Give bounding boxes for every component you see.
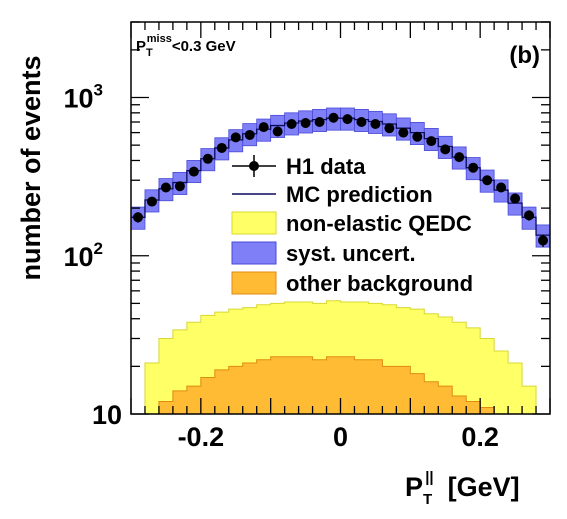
panel-label: (b) <box>509 42 540 69</box>
data-point <box>216 142 227 153</box>
x-axis-title: PT || [GeV] <box>405 469 520 508</box>
cut-annotation-sub: T <box>146 47 153 59</box>
legend-data-marker <box>249 161 259 171</box>
data-point <box>314 117 325 128</box>
y-tick-label-base: 10 <box>63 242 93 272</box>
data-point <box>426 136 437 147</box>
data-point <box>384 123 395 134</box>
data-point <box>356 117 367 128</box>
x-axis-title-sub: T <box>423 491 432 508</box>
data-point <box>160 182 171 193</box>
data-point <box>202 153 213 164</box>
cut-annotation-rest: <0.3 GeV <box>172 38 236 55</box>
cut-annotation-base: P <box>136 38 146 55</box>
x-axis-title-unit: [GeV] <box>448 472 520 502</box>
y-tick-label: 10 <box>92 400 122 430</box>
legend-label: H1 data <box>286 154 366 179</box>
x-tick-label: 0 <box>333 422 348 452</box>
cut-annotation: PTmiss<0.3 GeV <box>136 33 236 59</box>
background-histogram <box>131 356 550 415</box>
mc-prediction-line <box>131 117 550 236</box>
y-tick-label: 102 <box>63 239 103 272</box>
data-point <box>454 152 465 163</box>
legend-label: non-elastic QEDC <box>286 211 472 236</box>
data-point <box>398 127 409 138</box>
y-axis-title: number of events <box>16 55 46 280</box>
legend-syst-swatch <box>231 241 277 265</box>
y-tick-label-base: 10 <box>92 400 122 430</box>
y-tick-label-base: 10 <box>63 84 93 114</box>
data-point <box>524 210 535 221</box>
data-point <box>188 166 199 177</box>
data-point <box>132 212 143 223</box>
data-point <box>244 129 255 140</box>
data-point <box>482 175 493 186</box>
data-point <box>230 132 241 143</box>
data-point <box>286 119 297 130</box>
plot-area <box>130 107 551 415</box>
y-tick-label-exponent: 2 <box>94 239 103 258</box>
data-point <box>342 114 353 125</box>
x-tick-label: -0.2 <box>178 422 225 452</box>
y-tick-label-exponent: 3 <box>94 81 103 100</box>
data-point <box>440 144 451 155</box>
data-point <box>328 112 339 123</box>
legend-label: MC prediction <box>286 182 433 207</box>
data-point <box>300 118 311 129</box>
data-point <box>174 181 185 192</box>
legend-label: other background <box>286 271 473 296</box>
plot-frame <box>130 21 551 415</box>
x-axis-title-sup: || <box>425 469 433 486</box>
data-point <box>258 122 269 133</box>
y-tick-label: 103 <box>63 81 103 114</box>
x-axis-title-base: P <box>405 472 423 502</box>
cut-annotation-sup: miss <box>147 33 172 45</box>
x-tick-label: 0.2 <box>461 422 499 452</box>
legend: H1 data MC prediction non-elastic QEDC syst… <box>231 154 473 296</box>
data-point <box>146 196 157 207</box>
data-point <box>496 182 507 193</box>
data-point <box>272 126 283 137</box>
data-point <box>510 193 521 204</box>
legend-qedc-swatch <box>231 211 277 235</box>
legend-label: syst. uncert. <box>286 241 416 266</box>
data-point <box>538 235 549 246</box>
data-point <box>412 131 423 142</box>
legend-bkg-swatch <box>231 271 277 295</box>
data-point <box>370 119 381 130</box>
data-point <box>468 162 479 173</box>
